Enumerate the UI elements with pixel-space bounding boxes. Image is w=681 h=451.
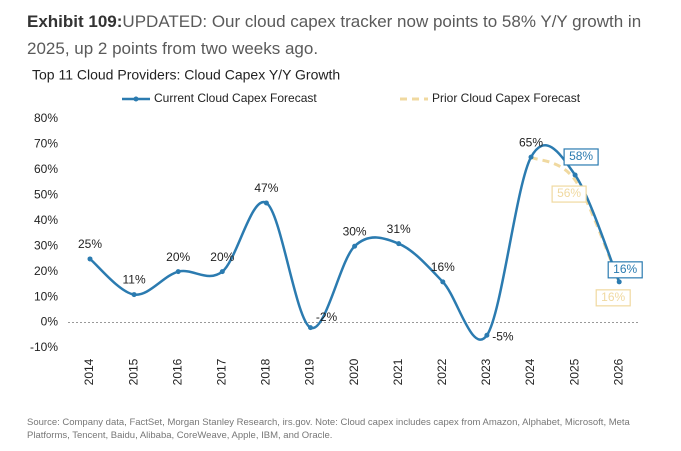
data-label: 25% [78, 237, 102, 251]
source-note: Source: Company data, FactSet, Morgan St… [27, 417, 630, 441]
marker [87, 256, 93, 262]
chart-title: Top 11 Cloud Providers: Cloud Capex Y/Y … [32, 67, 340, 83]
data-label: 31% [387, 222, 411, 236]
chart: Top 11 Cloud Providers: Cloud Capex Y/Y … [30, 67, 643, 385]
data-label: 58% [569, 149, 593, 163]
header: Exhibit 109:UPDATED: Our cloud capex tra… [27, 8, 672, 62]
y-tick-label: 70% [34, 137, 58, 151]
marker [352, 243, 358, 249]
y-tick-label: 50% [34, 188, 58, 202]
label-box [595, 289, 631, 307]
x-tick-label: 2022 [435, 358, 449, 385]
data-label: -2% [316, 310, 338, 324]
x-tick-label: 2020 [347, 358, 361, 385]
x-tick-label: 2026 [611, 358, 625, 385]
series-line [530, 155, 621, 283]
headline: UPDATED: Our cloud capex tracker now poi… [27, 12, 642, 58]
data-label: 56% [557, 186, 581, 200]
exhibit: Exhibit 109: [27, 12, 123, 31]
x-tick-label: 2017 [214, 358, 228, 385]
marker [131, 292, 137, 298]
x-tick-label: 2019 [303, 358, 317, 385]
x-tick-label: 2023 [479, 358, 493, 385]
legend-label: Current Cloud Capex Forecast [154, 91, 317, 105]
data-label: 16% [601, 290, 625, 304]
marker [484, 332, 490, 338]
marker [528, 154, 534, 160]
x-tick-label: 2021 [391, 358, 405, 385]
marker [396, 241, 402, 247]
label-box [607, 261, 643, 279]
marker [263, 200, 269, 206]
x-tick-label: 2016 [170, 358, 184, 385]
series-line [89, 144, 621, 341]
data-label: 65% [519, 135, 543, 149]
marker [616, 279, 622, 285]
legend-marker [133, 96, 139, 102]
y-tick-label: 60% [34, 162, 58, 176]
data-label: 20% [210, 250, 234, 264]
y-tick-label: 80% [34, 111, 58, 125]
y-tick-label: 10% [34, 289, 58, 303]
data-label: 16% [431, 260, 455, 274]
data-label: 16% [613, 262, 637, 276]
y-tick-label: 20% [34, 264, 58, 278]
x-tick-label: 2014 [82, 358, 96, 385]
data-label: 30% [343, 224, 367, 238]
marker [175, 269, 181, 275]
label-box [551, 185, 587, 203]
marker [440, 279, 446, 285]
x-tick-label: 2025 [567, 358, 581, 385]
marker [572, 172, 578, 178]
data-label: -5% [492, 329, 514, 343]
x-tick-label: 2018 [259, 358, 273, 385]
data-label: 47% [254, 181, 278, 195]
y-tick-label: -10% [30, 340, 58, 354]
marker [308, 325, 313, 331]
y-tick-label: 30% [34, 238, 58, 252]
data-label: 11% [123, 273, 146, 287]
x-tick-label: 2015 [126, 358, 140, 385]
data-label: 20% [166, 250, 190, 264]
legend-label: Prior Cloud Capex Forecast [432, 91, 581, 105]
y-tick-label: 40% [34, 213, 58, 227]
marker [219, 269, 225, 275]
label-box [563, 148, 599, 166]
y-tick-label: 0% [41, 315, 59, 329]
x-tick-label: 2024 [523, 358, 537, 385]
